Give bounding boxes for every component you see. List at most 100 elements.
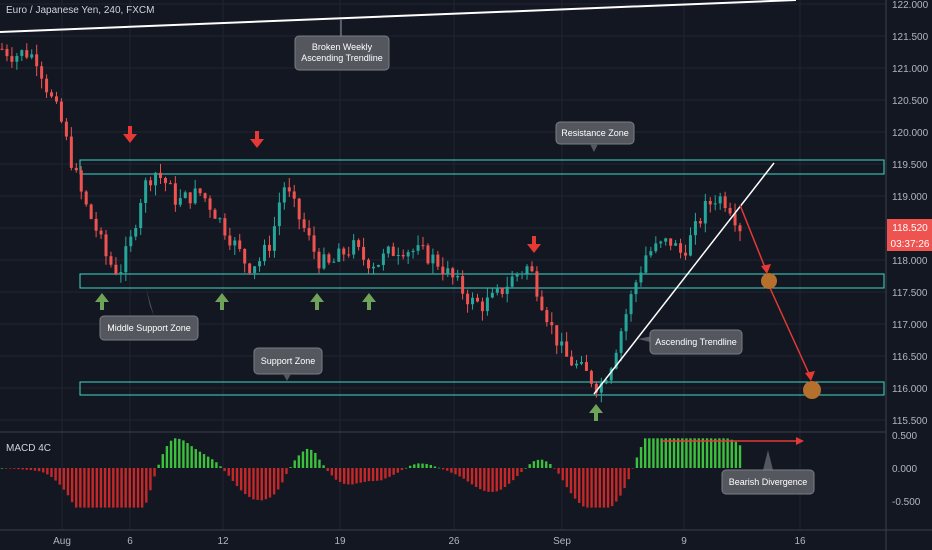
callout-ascending-trendline[interactable]: Ascending Trendline bbox=[638, 329, 743, 355]
candle-body bbox=[733, 213, 737, 226]
candle-body bbox=[674, 243, 678, 246]
macd-bar bbox=[487, 468, 490, 492]
ascending-trendline[interactable] bbox=[593, 162, 775, 395]
candle-body bbox=[263, 244, 267, 262]
macd-bar bbox=[50, 468, 53, 478]
target-marker-2[interactable] bbox=[803, 381, 821, 399]
price-tick-label: 115.500 bbox=[892, 416, 928, 427]
macd-bar bbox=[42, 468, 45, 473]
macd-bar bbox=[330, 468, 334, 476]
macd-bar bbox=[343, 468, 346, 484]
macd-bar bbox=[13, 468, 16, 469]
macd-bar bbox=[256, 468, 259, 500]
macd-bar bbox=[540, 459, 544, 468]
macd-bar bbox=[458, 468, 461, 477]
macd-bar bbox=[433, 466, 437, 468]
price-axis-area[interactable] bbox=[886, 0, 932, 550]
macd-bar bbox=[722, 438, 725, 468]
price-tick-label: 122.000 bbox=[892, 0, 929, 11]
time-tick-label: Aug bbox=[53, 536, 71, 547]
macd-bar bbox=[116, 468, 119, 508]
callout-resistance[interactable]: Resistance Zone bbox=[555, 121, 635, 152]
candle-body bbox=[362, 246, 366, 260]
candle-body bbox=[188, 192, 192, 204]
macd-bar bbox=[681, 438, 684, 468]
candle-body bbox=[297, 198, 301, 220]
macd-bar bbox=[676, 438, 680, 468]
candle-body bbox=[456, 276, 460, 278]
macd-bar bbox=[606, 468, 610, 508]
macd-bar bbox=[124, 468, 127, 508]
down-arrow-icon bbox=[250, 131, 264, 148]
up-arrow-icon bbox=[215, 293, 229, 310]
candle-body bbox=[342, 248, 346, 255]
candle-body bbox=[35, 54, 39, 67]
macd-bar bbox=[347, 468, 350, 485]
up-arrow-icon bbox=[362, 293, 376, 310]
candle-body bbox=[594, 383, 598, 393]
macd-bar bbox=[95, 468, 99, 508]
candle-body bbox=[609, 368, 613, 381]
macd-bar bbox=[516, 468, 519, 477]
price-tick-label: 120.500 bbox=[892, 96, 929, 107]
macd-bar bbox=[495, 468, 498, 492]
macd-bar bbox=[446, 468, 449, 471]
resistance-zone[interactable] bbox=[79, 159, 885, 175]
candle-body bbox=[337, 248, 341, 262]
callout-bearish-divergence[interactable]: Bearish Divergence bbox=[721, 450, 815, 495]
candle-body bbox=[25, 50, 29, 58]
candle-body bbox=[659, 241, 663, 244]
macd-bar bbox=[227, 468, 230, 476]
callout-support[interactable]: Support Zone bbox=[253, 347, 323, 381]
macd-bar bbox=[87, 468, 90, 508]
macd-bar bbox=[363, 468, 367, 482]
candle-body bbox=[129, 236, 133, 247]
macd-bar bbox=[375, 468, 379, 481]
macd-bar bbox=[730, 439, 733, 468]
callout-middle-support[interactable]: Middle Support Zone bbox=[99, 288, 199, 341]
candle-body bbox=[411, 250, 415, 253]
macd-bar bbox=[107, 468, 111, 508]
candle-body bbox=[59, 101, 63, 122]
macd-bar bbox=[668, 438, 672, 468]
candle-body bbox=[688, 235, 692, 256]
macd-bar bbox=[705, 438, 709, 468]
macd-bar bbox=[549, 463, 552, 468]
macd-bar bbox=[582, 468, 585, 507]
candle-body bbox=[426, 245, 430, 264]
down-arrow-icon bbox=[527, 236, 541, 253]
macd-bar bbox=[474, 468, 478, 487]
macd-bar bbox=[483, 468, 486, 491]
macd-bar bbox=[701, 438, 705, 468]
macd-bar bbox=[602, 468, 606, 508]
macd-bar bbox=[396, 468, 399, 473]
macd-bar bbox=[244, 468, 247, 495]
candle-body bbox=[367, 259, 371, 269]
support-zone[interactable] bbox=[79, 381, 885, 396]
candle-body bbox=[580, 362, 584, 364]
broken-weekly-trendline[interactable] bbox=[0, 0, 797, 33]
macd-bar bbox=[623, 468, 626, 489]
candle-body bbox=[5, 48, 9, 57]
candle-body bbox=[233, 240, 237, 246]
candle-body bbox=[723, 196, 727, 209]
macd-bar bbox=[268, 468, 272, 498]
candle-body bbox=[441, 266, 445, 275]
candle-body bbox=[317, 251, 321, 269]
last-price-badge: 118.520 bbox=[887, 219, 932, 235]
candle-body bbox=[198, 188, 202, 194]
macd-bar bbox=[58, 468, 61, 485]
candle-body bbox=[669, 238, 673, 246]
target-marker-1[interactable] bbox=[761, 273, 777, 289]
macd-bar bbox=[371, 468, 375, 482]
macd-histogram bbox=[0, 438, 742, 508]
macd-bar bbox=[615, 468, 618, 502]
symbol-title: Euro / Japanese Yen, 240, FXCM bbox=[6, 5, 154, 16]
candle-body bbox=[485, 297, 489, 312]
callout-broken-trendline[interactable]: Broken Weekly Ascending Trendline bbox=[294, 35, 390, 71]
macd-bar bbox=[524, 467, 527, 469]
candle-body bbox=[614, 352, 618, 369]
middle-support-zone[interactable] bbox=[79, 273, 885, 289]
